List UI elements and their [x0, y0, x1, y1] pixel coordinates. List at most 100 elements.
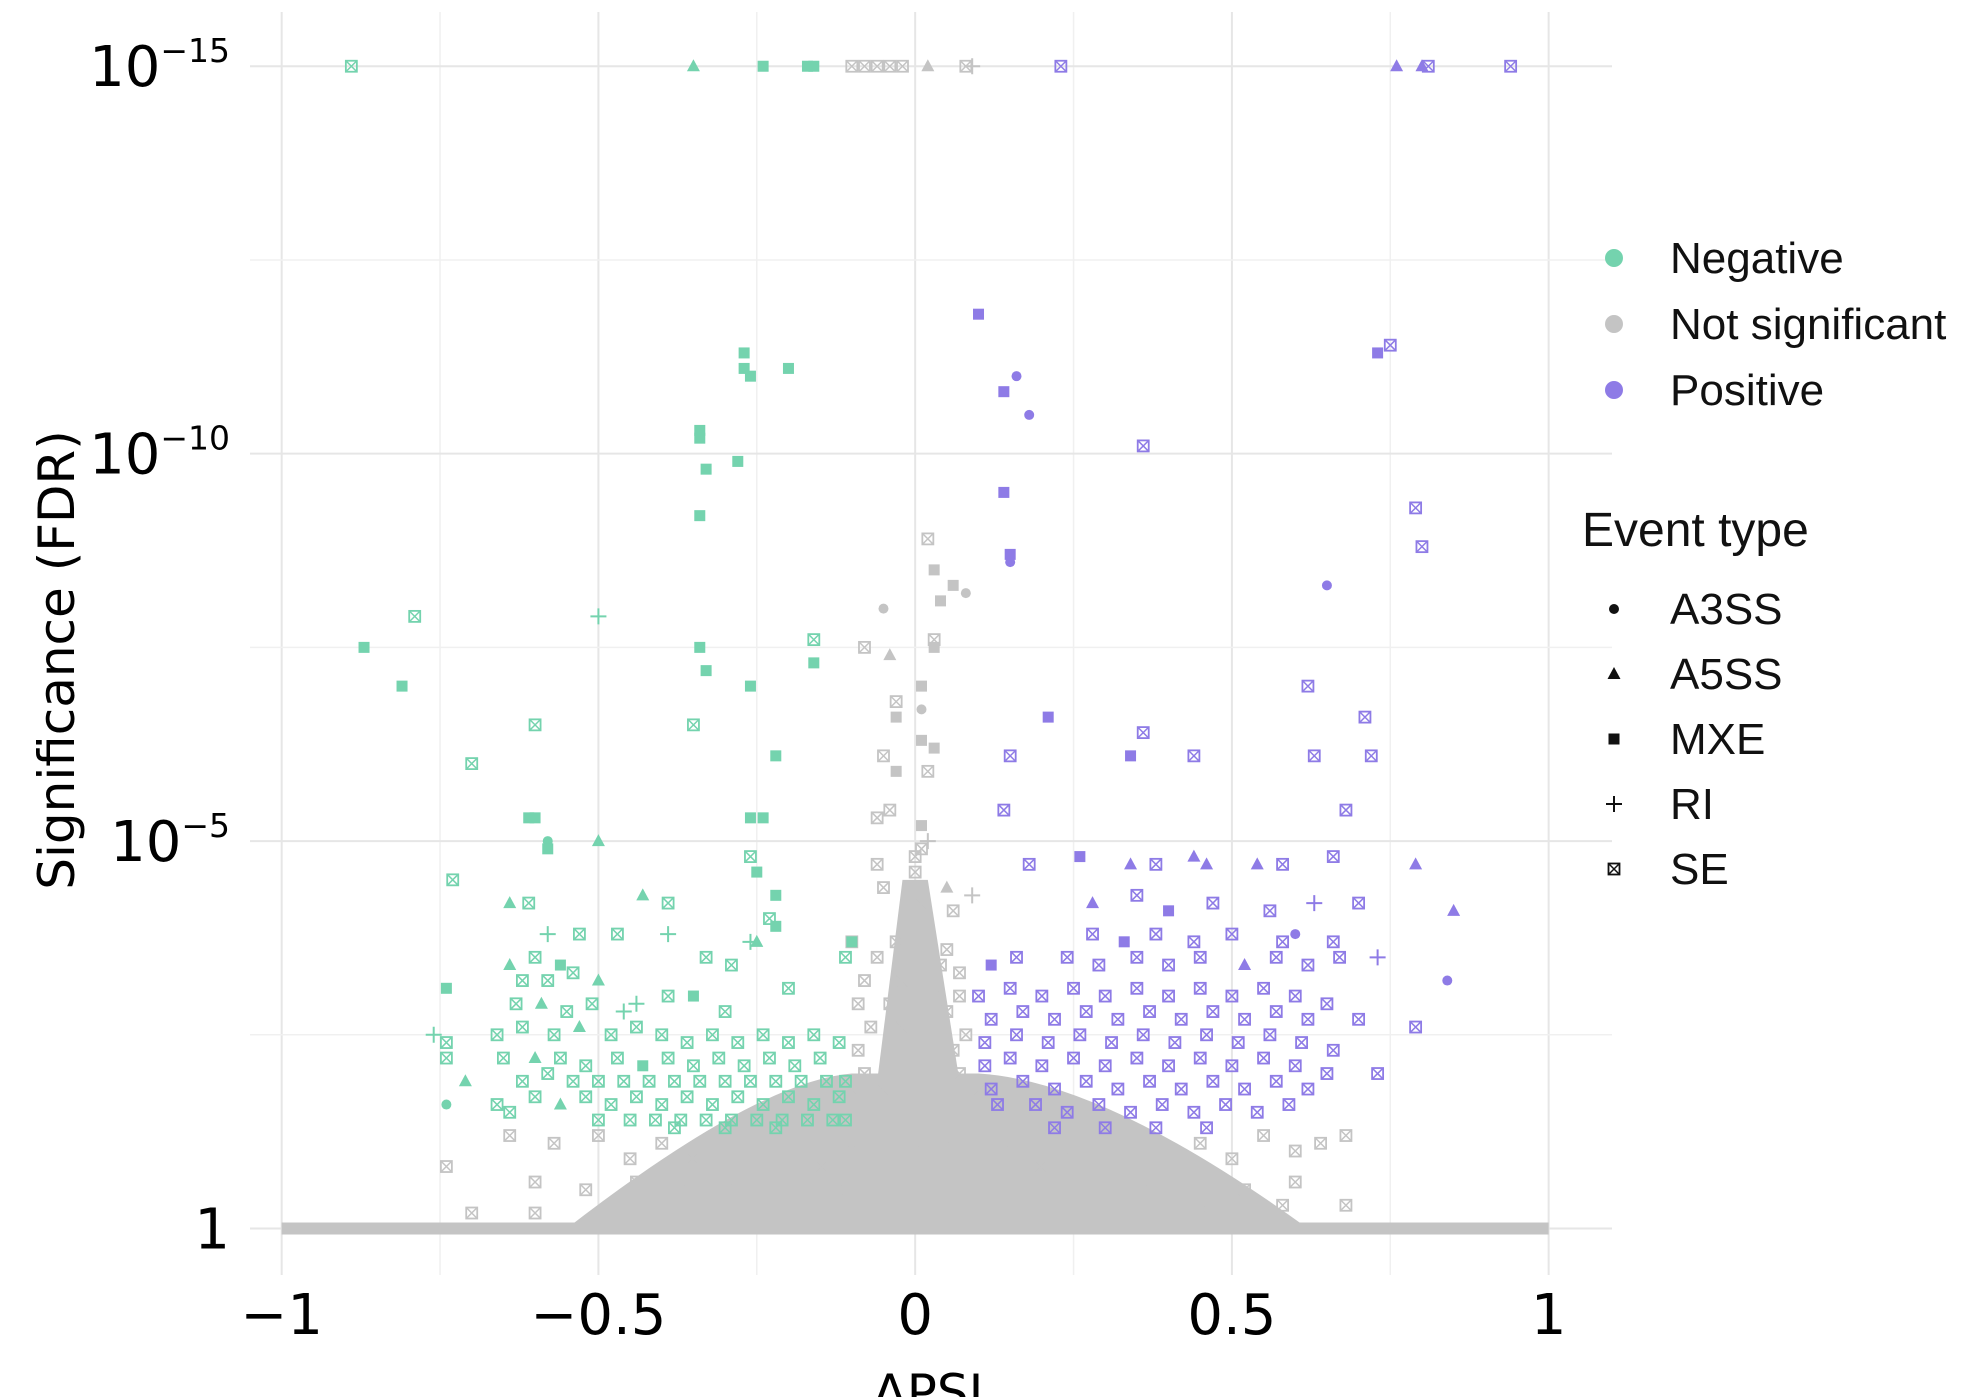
- data-point-negative: [738, 362, 750, 374]
- data-point-negative: [611, 1051, 624, 1065]
- data-point-positive: [1390, 59, 1404, 72]
- not-significant-baseline-band: [281, 879, 1549, 1235]
- data-point-notsig: [1339, 1129, 1353, 1142]
- data-point-negative: [636, 888, 650, 901]
- data-point-notsig: [878, 603, 889, 614]
- data-point-negative: [628, 995, 645, 1012]
- data-point-notsig: [1035, 1160, 1049, 1173]
- data-point-positive: [1333, 950, 1346, 964]
- data-point-positive: [1421, 59, 1435, 73]
- data-point-notsig: [984, 1175, 998, 1189]
- data-point-negative: [528, 1090, 542, 1104]
- data-point-negative: [661, 989, 675, 1003]
- data-point-positive: [1225, 927, 1239, 941]
- data-point-positive: [1010, 950, 1023, 964]
- data-point-negative: [813, 1051, 827, 1065]
- data-point-notsig: [864, 1020, 878, 1034]
- data-point-positive: [1168, 1036, 1182, 1049]
- data-point-positive: [1187, 849, 1201, 862]
- data-point-positive: [1307, 749, 1321, 763]
- data-point-notsig: [921, 1067, 935, 1080]
- data-point-positive: [1048, 1012, 1061, 1026]
- data-point-negative: [846, 936, 858, 948]
- data-point-negative: [490, 1028, 504, 1042]
- data-point-negative: [503, 1105, 517, 1119]
- data-point-notsig: [858, 640, 871, 654]
- data-point-negative: [687, 990, 699, 1002]
- data-point-notsig: [883, 997, 897, 1011]
- data-point-negative: [503, 896, 517, 909]
- data-point-negative: [590, 608, 607, 625]
- data-point-positive: [1149, 1121, 1163, 1135]
- data-point-negative: [751, 866, 763, 878]
- data-point-negative: [731, 1036, 745, 1049]
- data-point-negative: [801, 60, 813, 72]
- data-point-negative: [738, 347, 750, 359]
- data-point-positive: [1086, 927, 1099, 941]
- data-point-positive: [1067, 1051, 1080, 1065]
- data-point-positive: [1364, 749, 1378, 763]
- data-point-notsig: [927, 1020, 941, 1034]
- data-point-negative: [718, 1074, 732, 1088]
- data-point-notsig: [915, 896, 928, 910]
- data-point-notsig: [972, 1082, 985, 1096]
- x-tick-label: −1: [240, 1283, 323, 1348]
- data-point-negative: [611, 927, 624, 941]
- data-point-negative: [680, 1090, 694, 1104]
- data-point-positive: [1371, 1067, 1385, 1080]
- x-tick-label: −0.5: [530, 1283, 666, 1348]
- data-point-notsig: [1003, 1144, 1017, 1158]
- data-point-negative: [706, 1028, 719, 1042]
- data-point-positive: [1372, 347, 1384, 359]
- data-point-positive: [1048, 1121, 1061, 1135]
- data-point-positive: [973, 308, 985, 320]
- legend-shape-label-a5ss: A5SS: [1670, 650, 1783, 699]
- data-point-positive: [1174, 1012, 1188, 1026]
- data-point-notsig: [940, 1136, 954, 1150]
- data-point-positive: [1200, 857, 1214, 870]
- data-point-negative: [801, 1113, 814, 1127]
- data-point-negative: [446, 873, 460, 887]
- data-point-negative: [744, 850, 757, 863]
- data-point-positive: [1011, 371, 1022, 382]
- data-point-negative: [585, 997, 599, 1011]
- data-point-negative: [694, 641, 706, 653]
- data-point-negative: [737, 1059, 751, 1073]
- legend-shape-label-se: SE: [1670, 845, 1729, 894]
- data-point-notsig: [908, 1144, 922, 1158]
- data-point-positive: [1200, 1028, 1213, 1042]
- data-point-positive: [1092, 1098, 1106, 1111]
- data-point-notsig: [528, 1175, 542, 1189]
- data-point-negative: [807, 633, 821, 647]
- data-point-notsig: [927, 981, 941, 995]
- data-point-negative: [523, 812, 535, 824]
- data-point-positive: [1136, 726, 1150, 740]
- data-point-negative: [439, 1036, 453, 1049]
- data-point-negative: [503, 958, 517, 971]
- data-point-notsig: [1314, 1136, 1327, 1150]
- data-point-negative: [770, 889, 782, 901]
- data-point-positive: [1206, 1005, 1220, 1018]
- data-point-positive: [1269, 1074, 1283, 1088]
- shape-legend: A3SS A5SS MXE RI SE: [1606, 585, 1783, 894]
- data-point-positive: [1086, 896, 1100, 909]
- data-point-negative: [668, 1121, 681, 1135]
- data-point-notsig: [915, 997, 928, 1011]
- data-point-notsig: [858, 59, 871, 73]
- data-point-negative: [630, 1090, 643, 1104]
- data-point-notsig: [896, 59, 909, 73]
- data-point-notsig: [439, 1160, 453, 1173]
- data-point-notsig: [465, 1206, 479, 1220]
- data-point-negative: [344, 59, 358, 73]
- data-point-positive: [1143, 1005, 1156, 1018]
- data-point-positive: [1504, 59, 1518, 73]
- legend-key-notsig: [1605, 315, 1623, 333]
- data-point-negative: [604, 1098, 618, 1111]
- data-point-negative: [547, 1028, 561, 1042]
- data-point-positive: [1149, 857, 1163, 871]
- data-point-positive: [1016, 1074, 1030, 1088]
- data-point-negative: [408, 609, 422, 623]
- data-point-negative: [496, 1051, 510, 1065]
- data-point-notsig: [870, 59, 884, 73]
